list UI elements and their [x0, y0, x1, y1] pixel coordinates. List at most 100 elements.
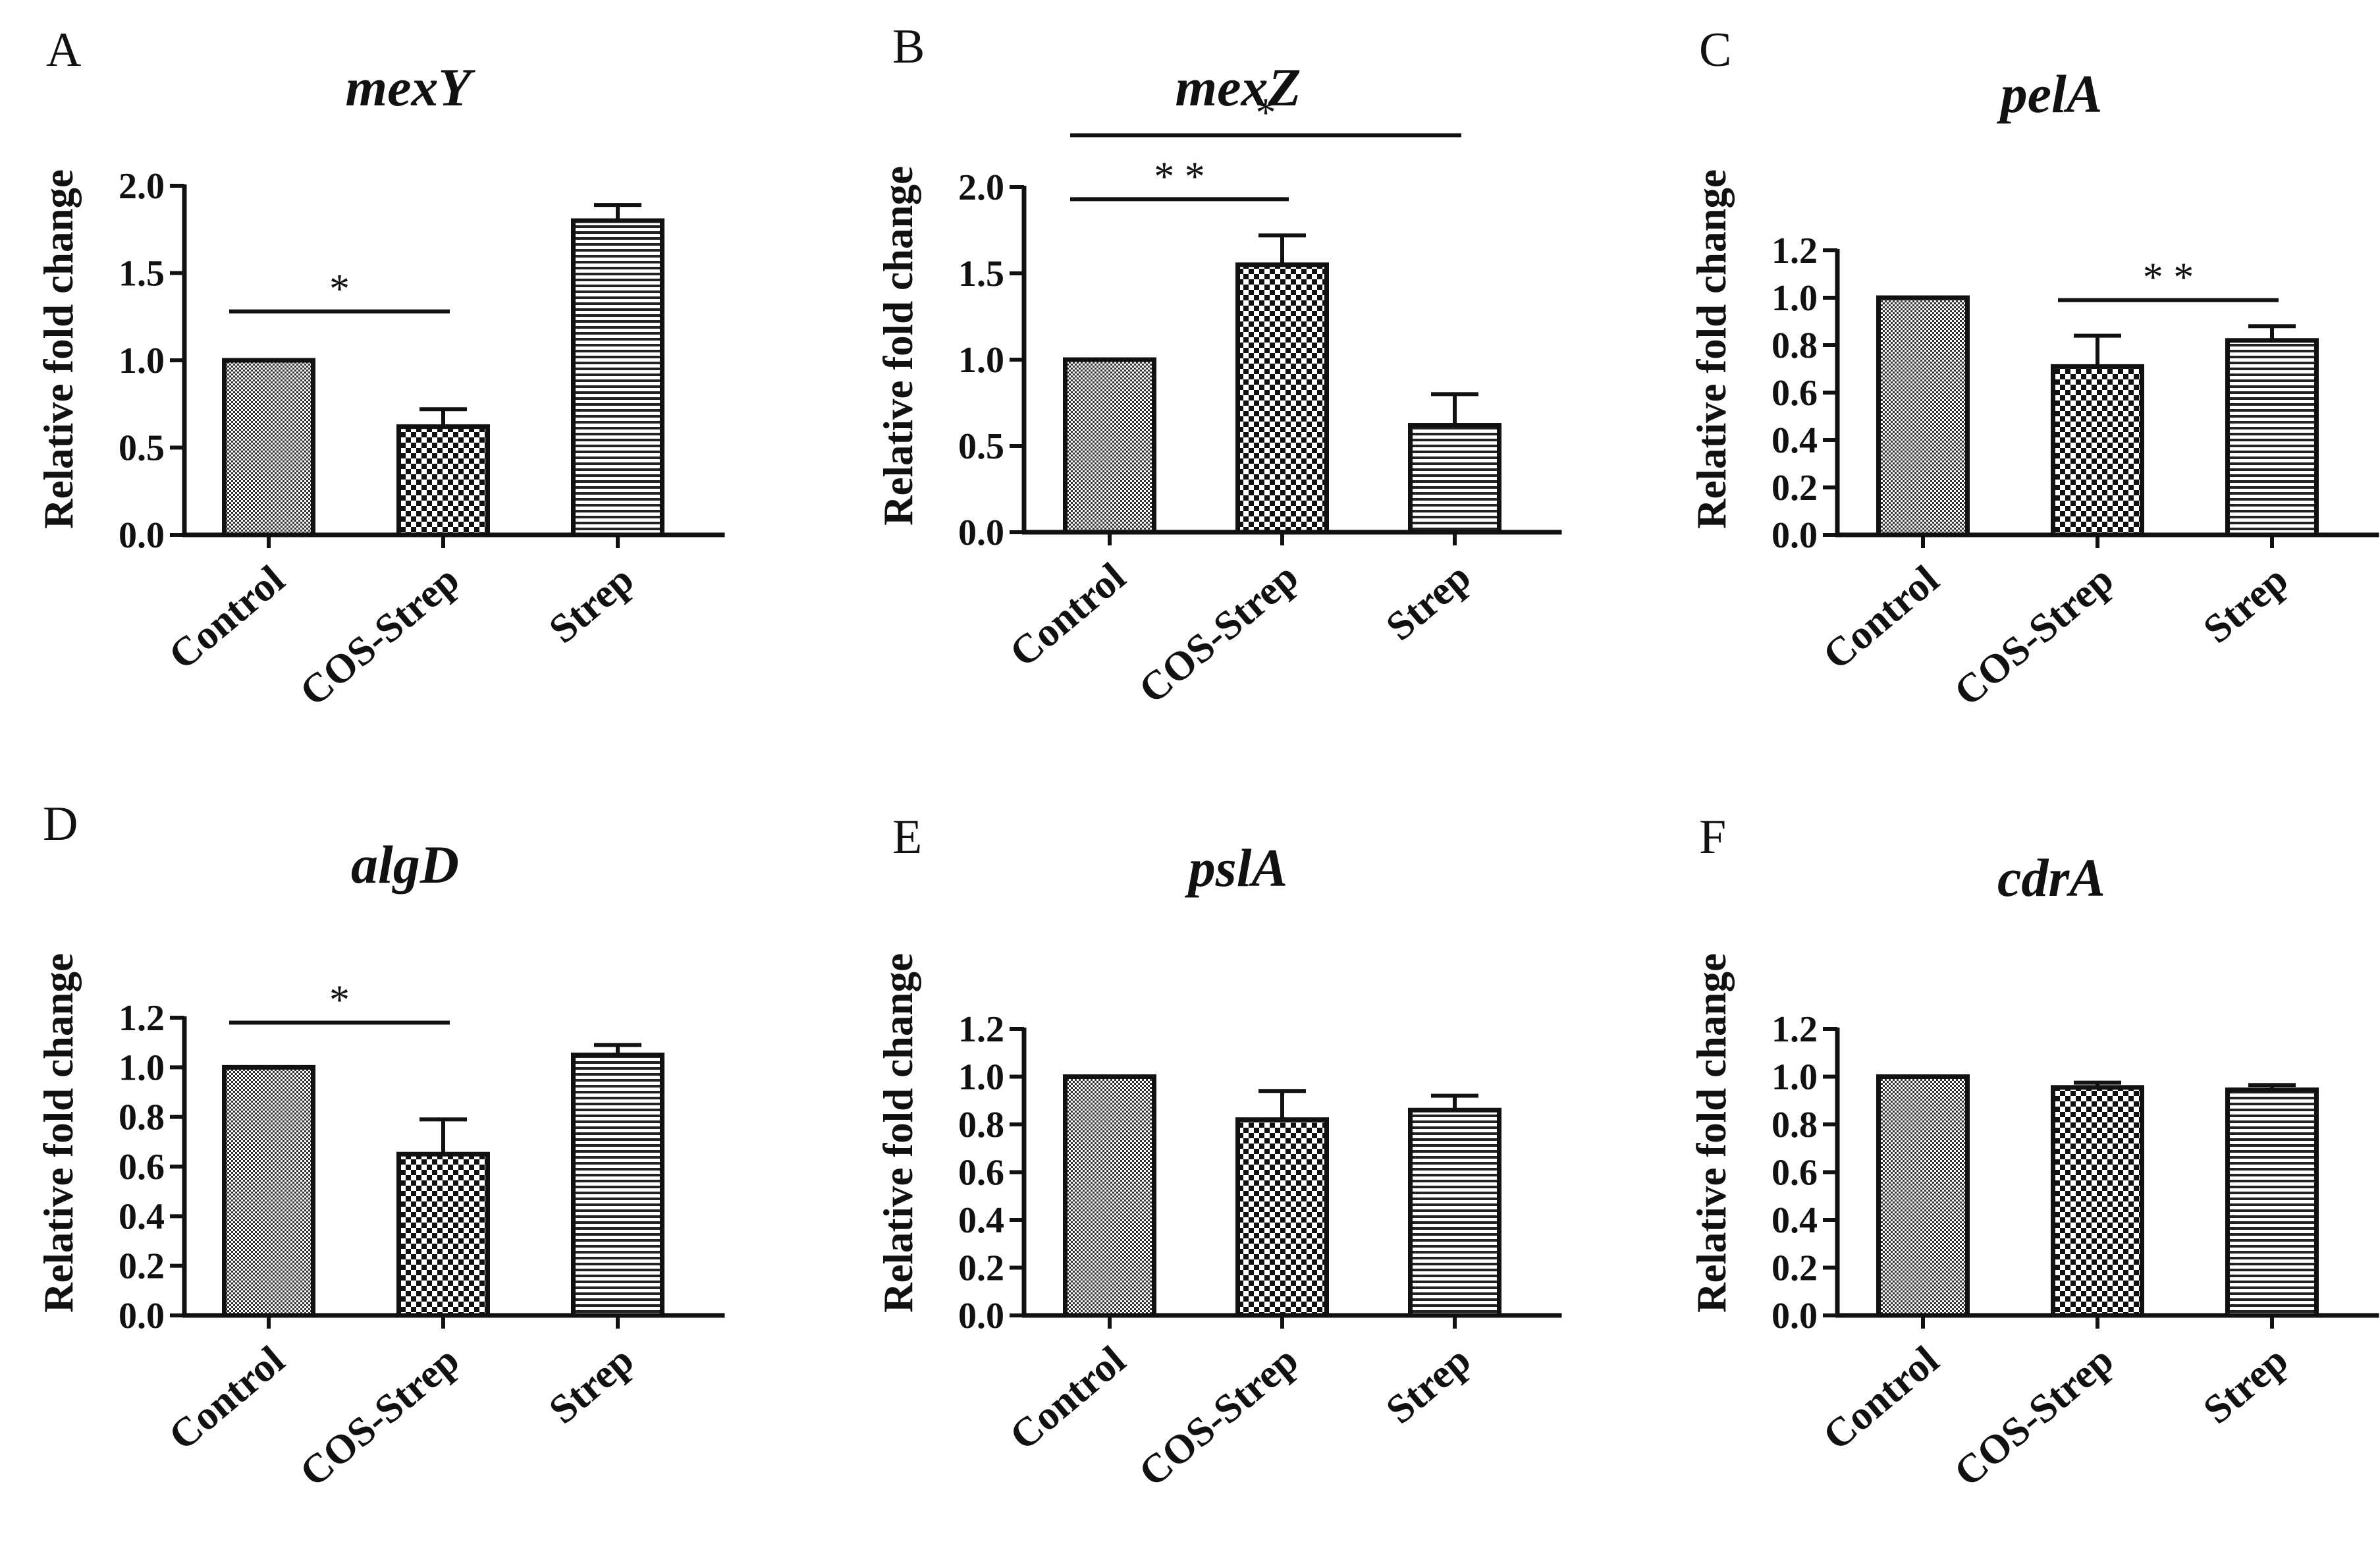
x-tick-label: COS-Strep: [292, 1338, 468, 1496]
bar: [571, 1053, 664, 1318]
y-tick-label: 0.4: [1771, 420, 1818, 461]
significance-label: *: [329, 267, 350, 312]
y-axis-label: Relative fold change: [875, 166, 921, 526]
bar: [1408, 1107, 1501, 1318]
x-tick-label: Strep: [541, 1338, 642, 1433]
panel-letter: A: [46, 23, 81, 77]
y-tick-label: 1.2: [1771, 1009, 1818, 1050]
y-tick-label: 0.6: [1771, 1153, 1818, 1194]
y-tick-label: 2.0: [958, 167, 1004, 208]
y-tick-label: 0.8: [119, 1097, 165, 1138]
x-tick-label: COS-Strep: [1131, 555, 1307, 713]
panel-a: A mexY Relative fold change 0.0 0.5 1.0 1.5…: [36, 23, 725, 715]
y-tick-label: 0.0: [1771, 1296, 1818, 1337]
bar: [2051, 1085, 2144, 1318]
x-tick-label: Control: [1815, 557, 1947, 678]
bar: [222, 358, 315, 538]
x-tick-label: Strep: [2195, 1338, 2296, 1433]
y-tick-label: 1.0: [1771, 1057, 1818, 1098]
panel-letter: D: [43, 797, 78, 851]
chart-title: pelA: [1997, 64, 2103, 124]
bar: [396, 1151, 490, 1318]
y-tick-label: 0.5: [119, 428, 165, 469]
y-tick-label: 0.6: [119, 1147, 165, 1188]
bar: [1876, 295, 1970, 538]
bar: [1408, 423, 1501, 535]
y-tick-label: 1.0: [119, 1047, 165, 1088]
x-tick-label: COS-Strep: [1131, 1338, 1307, 1496]
panel-c: C pelA Relative fold change 0.0 0.2 0.4 0.6…: [1689, 23, 2379, 715]
y-tick-label: 0.6: [958, 1153, 1004, 1194]
y-tick-label: 1.0: [958, 1057, 1004, 1098]
bar: [571, 218, 664, 538]
y-tick-label: 0.0: [119, 1296, 165, 1337]
x-tick-label: Strep: [2195, 557, 2296, 652]
y-tick-label: 0.0: [958, 512, 1004, 553]
x-tick-label: Control: [161, 1338, 293, 1459]
significance-label: * *: [1154, 154, 1205, 199]
significance-label: * *: [2143, 256, 2194, 300]
panel-f: F cdrA Relative fold change 0.0 0.2 0.4 0.6…: [1689, 810, 2379, 1495]
x-tick-label: Strep: [541, 557, 642, 652]
panel-letter: E: [892, 810, 922, 864]
y-tick-label: 0.2: [119, 1246, 165, 1287]
panel-letter: B: [892, 20, 925, 74]
y-tick-label: 0.6: [1771, 373, 1818, 414]
panel-d: D algD Relative fold change 0.0 0.2 0.4 0.6…: [36, 797, 725, 1495]
bar: [1063, 357, 1156, 535]
bar: [222, 1064, 315, 1318]
bar: [2225, 1087, 2319, 1318]
x-tick-label: Strep: [1378, 1338, 1479, 1433]
bar: [2225, 338, 2319, 538]
significance-label: *: [1256, 90, 1276, 135]
panel-letter: C: [1699, 23, 1731, 77]
y-axis-label: Relative fold change: [36, 953, 82, 1313]
bar: [396, 424, 490, 538]
panel-letter: F: [1699, 810, 1726, 864]
chart-title: mexY: [345, 57, 475, 117]
x-tick-label: Strep: [1378, 555, 1479, 649]
bar: [1063, 1074, 1156, 1318]
x-tick-label: Control: [1815, 1338, 1947, 1459]
y-tick-label: 1.0: [1771, 278, 1818, 319]
y-tick-label: 0.5: [958, 426, 1004, 467]
y-tick-label: 0.8: [958, 1105, 1004, 1145]
y-tick-label: 1.0: [958, 340, 1004, 381]
y-tick-label: 0.4: [1771, 1200, 1818, 1241]
chart-title: mexZ: [1175, 57, 1301, 117]
y-tick-label: 0.2: [1771, 1248, 1818, 1289]
chart-title: algD: [351, 835, 459, 895]
y-tick-label: 0.0: [1771, 515, 1818, 556]
chart-title: cdrA: [1997, 848, 2105, 908]
y-tick-label: 1.2: [958, 1009, 1004, 1050]
y-tick-label: 1.2: [119, 998, 165, 1039]
y-axis-label: Relative fold change: [1689, 169, 1735, 529]
significance-label: *: [329, 978, 350, 1023]
y-tick-label: 0.8: [1771, 325, 1818, 366]
x-tick-label: COS-Strep: [292, 557, 468, 715]
x-tick-label: Control: [1002, 555, 1134, 676]
panel-b: B mexZ Relative fold change 0.0 0.5 1.0 1.5…: [875, 20, 1562, 712]
chart-title: pslA: [1185, 838, 1287, 898]
bar: [1235, 1117, 1329, 1318]
y-tick-label: 0.8: [1771, 1105, 1818, 1145]
y-tick-label: 0.4: [958, 1200, 1004, 1241]
bar: [2051, 364, 2144, 538]
y-tick-label: 2.0: [119, 166, 165, 207]
x-tick-label: Control: [161, 557, 293, 678]
x-tick-label: COS-Strep: [1946, 557, 2122, 715]
y-tick-label: 1.5: [958, 254, 1004, 294]
panel-e: E pslA Relative fold change 0.0 0.2 0.4 0.6…: [875, 810, 1562, 1495]
y-tick-label: 1.5: [119, 254, 165, 294]
y-tick-label: 1.2: [1771, 231, 1818, 271]
bar: [1876, 1074, 1970, 1318]
y-tick-label: 0.2: [1771, 468, 1818, 509]
y-axis-label: Relative fold change: [1689, 953, 1735, 1313]
